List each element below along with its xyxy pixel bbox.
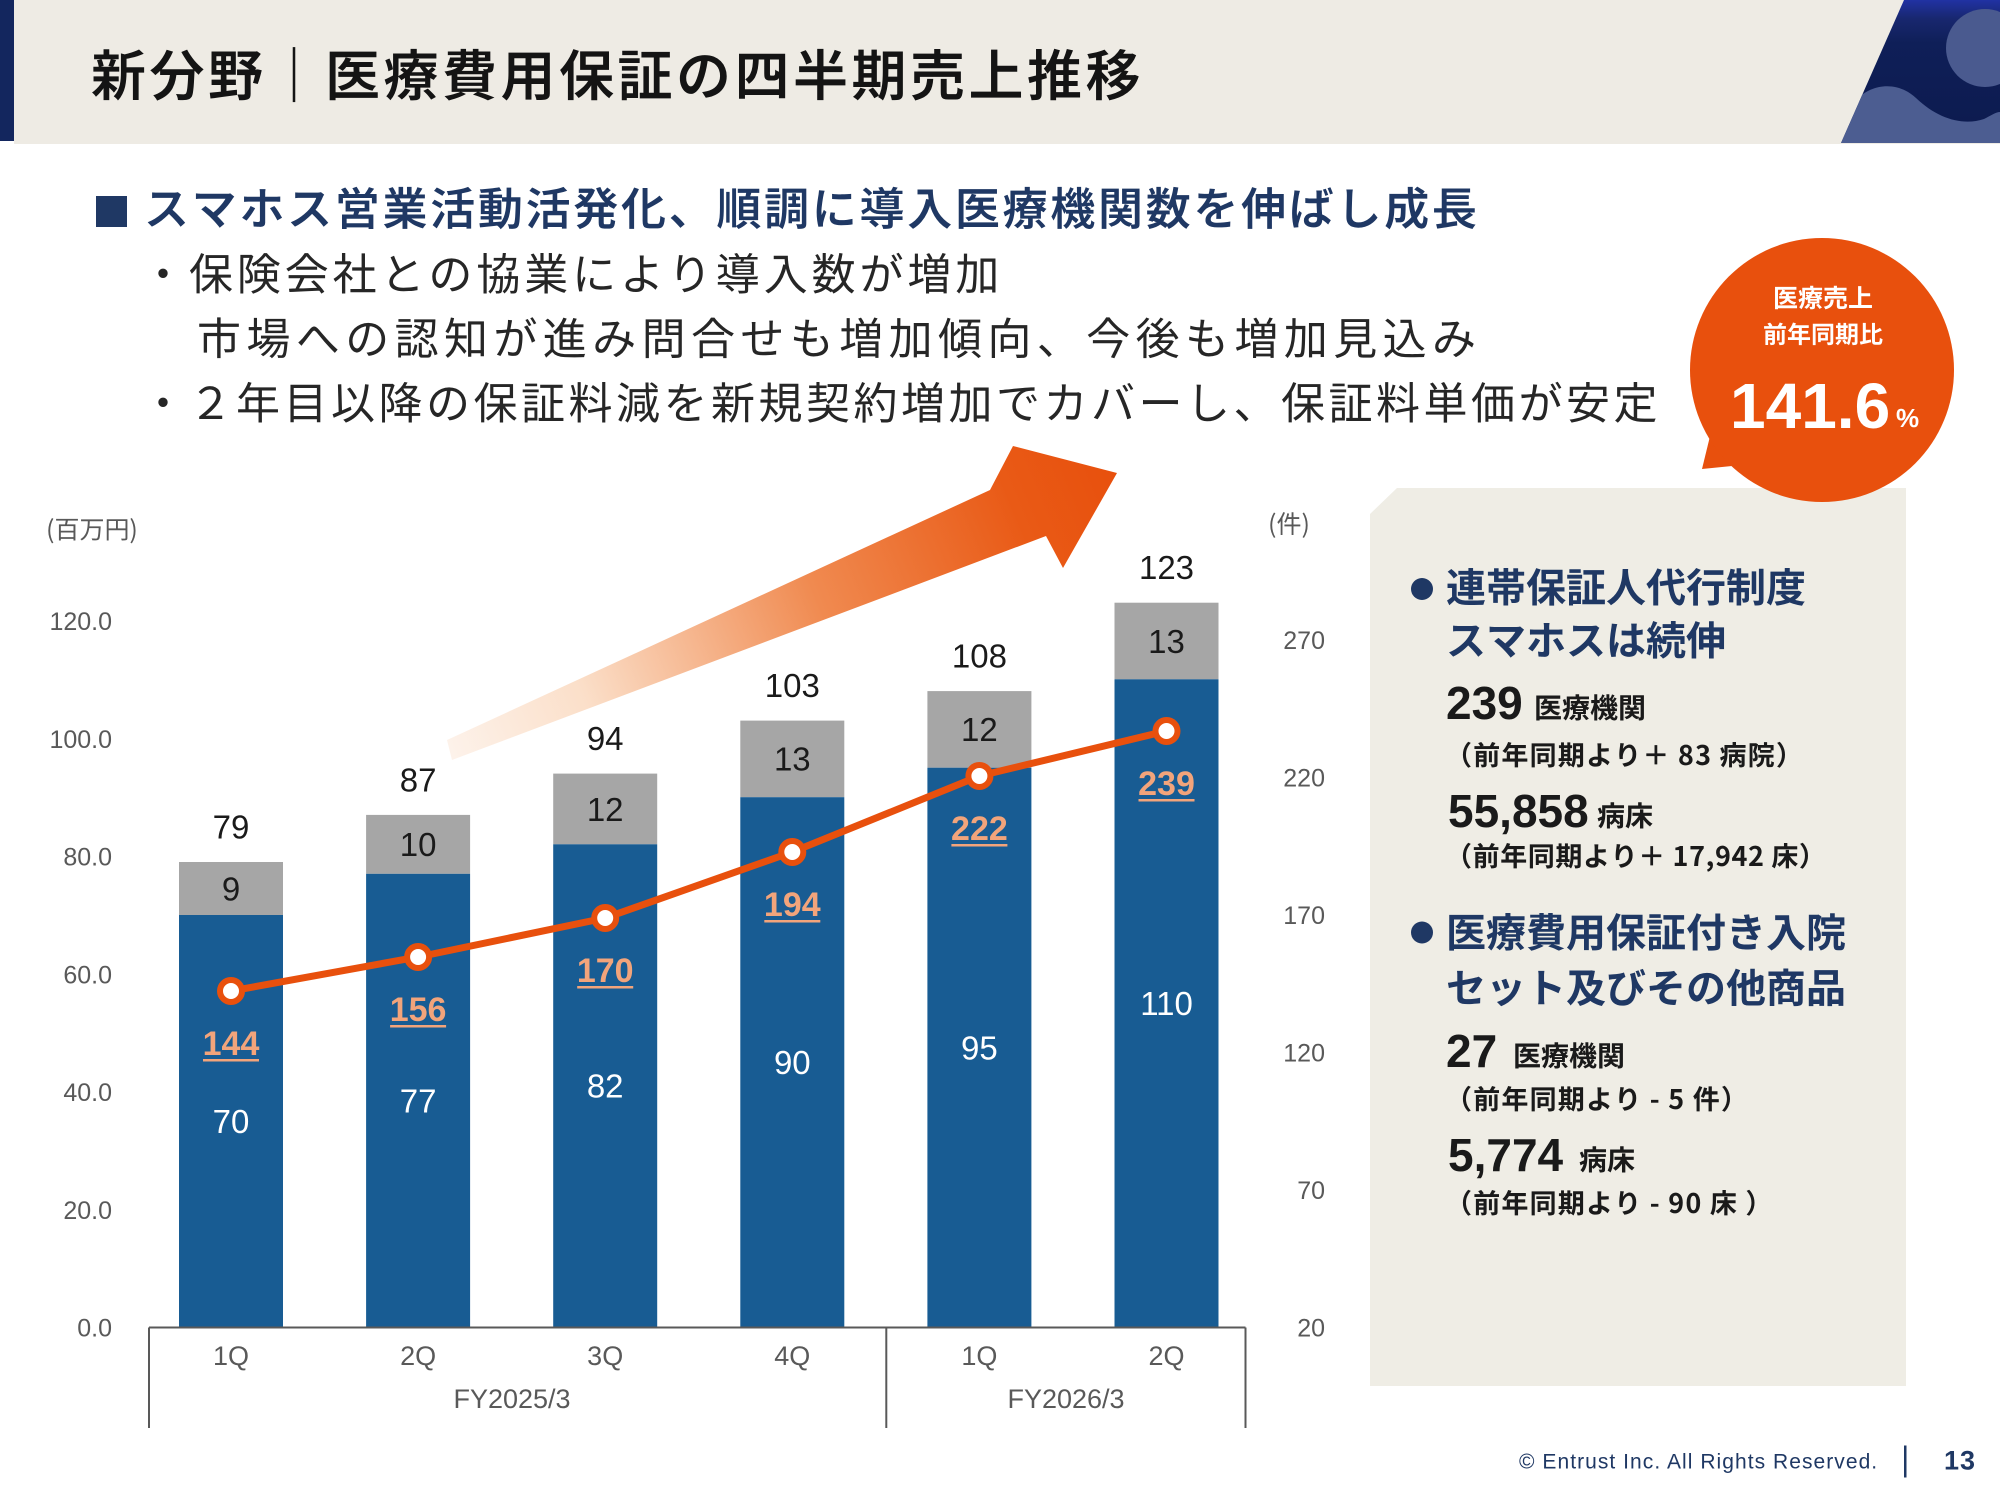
svg-text:40.0: 40.0: [63, 1079, 112, 1107]
svg-text:5,774: 5,774: [1448, 1129, 1564, 1181]
svg-text:120.0: 120.0: [49, 608, 112, 636]
svg-text:FY2025/3: FY2025/3: [453, 1384, 570, 1414]
svg-text:20.0: 20.0: [63, 1197, 112, 1225]
svg-text:4Q: 4Q: [774, 1341, 810, 1371]
svg-text:239: 239: [1138, 765, 1195, 803]
svg-text:77: 77: [400, 1082, 437, 1119]
svg-text:94: 94: [587, 720, 624, 757]
svg-text:55,858: 55,858: [1448, 785, 1589, 837]
svg-text:103: 103: [765, 667, 820, 704]
svg-text:27: 27: [1446, 1025, 1497, 1077]
svg-text:239: 239: [1446, 677, 1523, 729]
svg-text:70: 70: [213, 1103, 250, 1140]
svg-text:12: 12: [587, 791, 624, 828]
svg-text:110: 110: [1140, 985, 1193, 1022]
svg-text:222: 222: [951, 810, 1008, 848]
svg-text:144: 144: [203, 1025, 260, 1063]
svg-text:13: 13: [1148, 623, 1185, 660]
svg-text:20: 20: [1297, 1315, 1325, 1343]
svg-text:270: 270: [1283, 627, 1325, 655]
svg-text:82: 82: [587, 1068, 624, 1105]
svg-text:%: %: [1896, 403, 1919, 433]
svg-text:3Q: 3Q: [587, 1341, 623, 1371]
svg-text:13: 13: [774, 741, 811, 778]
svg-text:141.6: 141.6: [1730, 370, 1890, 442]
svg-text:80.0: 80.0: [63, 844, 112, 872]
svg-text:9: 9: [222, 870, 240, 907]
svg-text:60.0: 60.0: [63, 961, 112, 989]
svg-text:123: 123: [1139, 549, 1194, 586]
svg-text:95: 95: [961, 1029, 998, 1066]
svg-text:194: 194: [764, 886, 821, 924]
svg-text:100.0: 100.0: [49, 726, 112, 754]
svg-text:1Q: 1Q: [213, 1341, 249, 1371]
svg-text:108: 108: [952, 638, 1007, 675]
svg-text:1Q: 1Q: [961, 1341, 997, 1371]
svg-text:© Entrust Inc. All Rights Rese: © Entrust Inc. All Rights Reserved.: [1519, 1451, 1878, 1474]
svg-text:10: 10: [400, 826, 437, 863]
svg-text:2Q: 2Q: [400, 1341, 436, 1371]
svg-text:170: 170: [577, 952, 634, 990]
svg-text:13: 13: [1944, 1446, 1976, 1476]
svg-text:170: 170: [1283, 902, 1325, 930]
svg-text:0.0: 0.0: [77, 1315, 112, 1343]
svg-text:120: 120: [1283, 1040, 1325, 1068]
svg-text:FY2026/3: FY2026/3: [1007, 1384, 1124, 1414]
svg-text:79: 79: [213, 808, 250, 845]
svg-text:87: 87: [400, 761, 437, 798]
svg-text:156: 156: [390, 991, 447, 1029]
svg-text:12: 12: [961, 711, 998, 748]
svg-text:2Q: 2Q: [1148, 1341, 1184, 1371]
svg-text:70: 70: [1297, 1177, 1325, 1205]
svg-text:90: 90: [774, 1044, 811, 1081]
svg-text:220: 220: [1283, 765, 1325, 793]
